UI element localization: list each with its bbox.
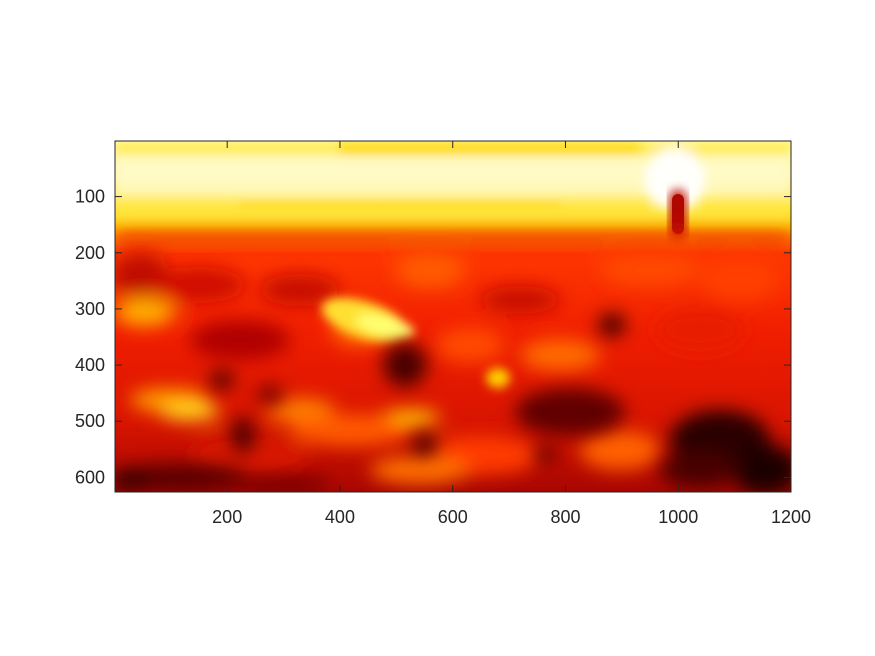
y-tick-label: 600 xyxy=(75,467,105,487)
x-tick-label: 600 xyxy=(438,507,468,527)
x-tick-label: 1000 xyxy=(658,507,698,527)
y-tick-label: 400 xyxy=(75,355,105,375)
axes: 200 400 600 800 1000 1200 100 200 300 400 500 600 xyxy=(75,140,811,527)
x-tick-label: 1200 xyxy=(771,507,811,527)
x-tick-label: 400 xyxy=(325,507,355,527)
y-axis: 100 200 300 400 500 600 xyxy=(75,187,791,487)
heatmap-image xyxy=(115,141,791,492)
city-layer xyxy=(115,232,791,484)
x-tick-label: 800 xyxy=(550,507,580,527)
tower-layer xyxy=(670,190,686,238)
y-tick-label: 200 xyxy=(75,243,105,263)
y-tick-label: 500 xyxy=(75,411,105,431)
x-axis: 200 400 600 800 1000 1200 xyxy=(212,141,811,527)
y-tick-label: 100 xyxy=(75,187,105,207)
x-tick-label: 200 xyxy=(212,507,242,527)
bright-patch-layer xyxy=(321,297,510,388)
sky-layer xyxy=(115,141,791,223)
y-tick-label: 300 xyxy=(75,299,105,319)
dark-patch-layer xyxy=(115,313,791,492)
